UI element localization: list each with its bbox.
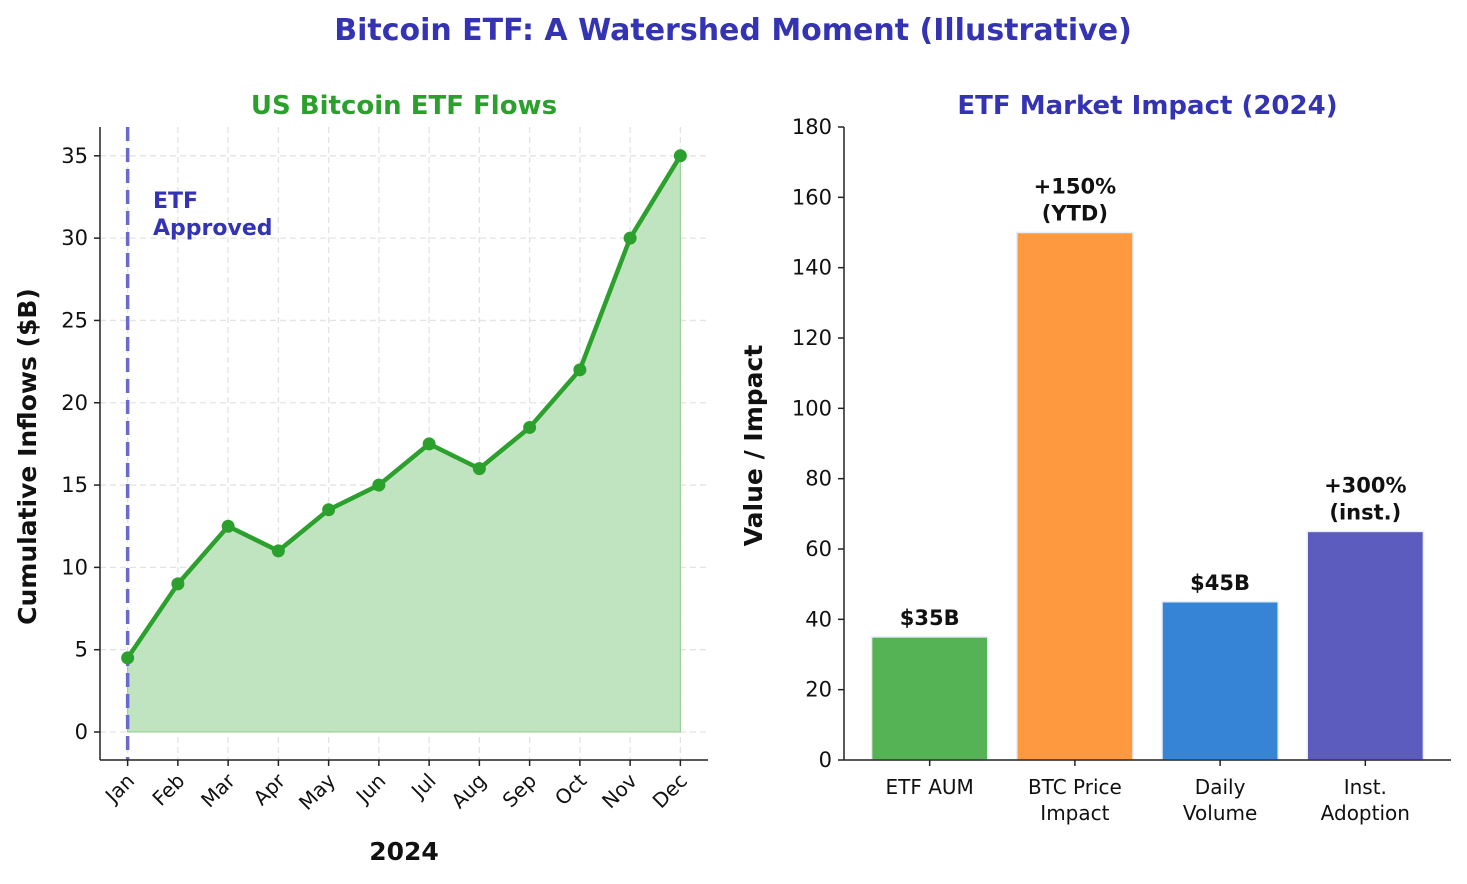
bar-data-label: $35B — [900, 606, 960, 630]
x-tick-label: ETF AUM — [886, 775, 974, 799]
x-tick-label: Daily — [1195, 775, 1246, 799]
data-point-jun — [372, 478, 386, 492]
x-tick-label: Volume — [1183, 801, 1257, 825]
x-tick-label: Jun — [350, 769, 390, 809]
bar-data-label: (YTD) — [1042, 202, 1108, 226]
data-point-jul — [422, 437, 436, 451]
y-tick-label: 80 — [805, 467, 832, 491]
bar-0 — [870, 636, 989, 761]
y-tick-label: 25 — [61, 308, 88, 332]
data-point-may — [322, 503, 336, 517]
x-tick-label: Mar — [196, 768, 240, 812]
y-tick-label: 180 — [792, 115, 832, 139]
x-tick-label: Apr — [248, 768, 290, 810]
bar-data-label: +300% — [1324, 473, 1406, 497]
x-axis-label: 2024 — [369, 837, 439, 866]
chart-title: US Bitcoin ETF Flows — [251, 91, 557, 121]
y-tick-label: 60 — [805, 537, 832, 561]
bar-data-label: +150% — [1034, 175, 1116, 199]
y-axis-label: Value / Impact — [739, 345, 768, 547]
y-tick-label: 20 — [61, 391, 88, 415]
y-tick-label: 140 — [792, 256, 832, 280]
data-point-oct — [573, 363, 587, 377]
x-tick-label: Sep — [498, 769, 542, 813]
data-point-nov — [623, 231, 637, 245]
data-point-aug — [472, 462, 486, 476]
filled-area — [127, 154, 681, 733]
data-point-sep — [523, 420, 537, 434]
bar-2 — [1161, 601, 1279, 761]
data-point-jan — [121, 651, 135, 665]
annotation-line-2: Approved — [153, 216, 273, 241]
y-tick-label: 100 — [792, 396, 832, 420]
y-tick-label: 40 — [805, 607, 832, 631]
left-chart-inflows: US Bitcoin ETF FlowsETFApproved051015202… — [13, 91, 708, 866]
x-tick-label: Jul — [405, 769, 440, 804]
y-tick-label: 20 — [805, 678, 832, 702]
x-tick-label: Inst. — [1344, 775, 1387, 799]
y-axis-label: Cumulative Inflows ($B) — [13, 288, 42, 625]
data-point-apr — [271, 544, 285, 558]
y-tick-label: 35 — [61, 144, 88, 168]
data-point-feb — [171, 577, 185, 591]
figure-title: Bitcoin ETF: A Watershed Moment (Illustr… — [334, 13, 1132, 48]
x-tick-label: Adoption — [1321, 801, 1410, 825]
x-tick-label: Jan — [99, 769, 139, 809]
bar-data-label: $45B — [1190, 571, 1250, 595]
x-tick-label: Aug — [446, 769, 491, 814]
y-tick-label: 0 — [819, 748, 832, 772]
bar-data-label: (inst.) — [1329, 500, 1401, 524]
x-tick-label: Dec — [648, 769, 692, 813]
x-tick-label: Oct — [550, 768, 592, 810]
bar-1 — [1016, 231, 1134, 761]
series-line — [125, 154, 683, 660]
y-tick-label: 30 — [61, 226, 88, 250]
data-point-dec — [673, 149, 687, 163]
x-tick-label: Nov — [597, 768, 642, 813]
annotation-line-1: ETF — [153, 189, 198, 214]
y-tick-label: 120 — [792, 326, 832, 350]
data-point-mar — [221, 519, 235, 533]
x-tick-label: BTC Price — [1028, 775, 1122, 799]
y-tick-label: 10 — [61, 555, 88, 579]
bar-3 — [1306, 530, 1425, 761]
y-tick-label: 15 — [61, 473, 88, 497]
y-tick-label: 0 — [75, 720, 88, 744]
chart-title: ETF Market Impact (2024) — [957, 91, 1337, 121]
right-chart-market-impact: ETF Market Impact (2024) $35B ETF AUM +150%… — [739, 91, 1451, 825]
x-tick-label: Impact — [1040, 801, 1109, 825]
y-tick-label: 160 — [792, 185, 832, 209]
x-tick-label: May — [294, 768, 340, 814]
y-tick-label: 5 — [75, 638, 88, 662]
x-tick-label: Feb — [147, 769, 189, 811]
